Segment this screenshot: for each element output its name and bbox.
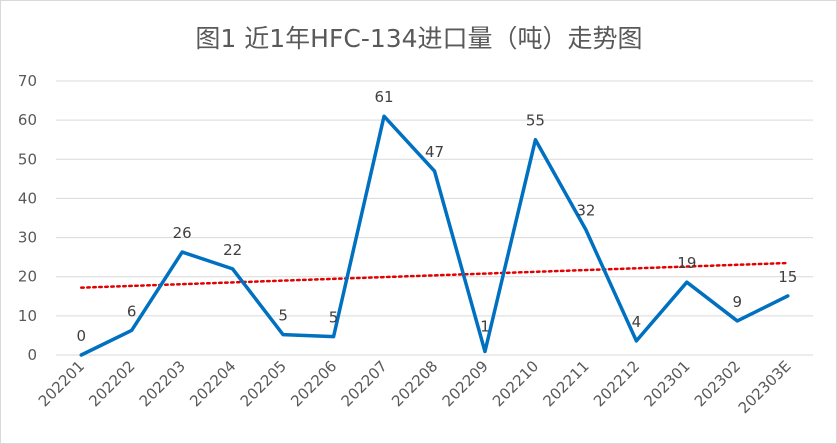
series-layer — [79, 114, 790, 357]
data-label: 6 — [127, 302, 137, 320]
data-label: 4 — [632, 313, 642, 331]
y-axis: 0 10 20 30 40 50 60 70 — [18, 72, 37, 364]
x-tick-label: 202205 — [237, 357, 290, 410]
data-label: 26 — [173, 224, 192, 242]
data-label: 15 — [778, 268, 797, 286]
x-tick-label: 202209 — [439, 357, 492, 410]
x-tick-label: 202212 — [590, 357, 643, 410]
x-axis: 2022012022022022032022042022052022062022… — [35, 357, 795, 417]
data-label: 9 — [733, 293, 743, 311]
x-tick-label: 202211 — [540, 357, 593, 410]
series-line — [79, 114, 790, 357]
y-tick-label: 30 — [18, 229, 37, 247]
x-tick-label: 202301 — [640, 357, 693, 410]
trendline — [79, 261, 790, 289]
y-tick-label: 20 — [18, 268, 37, 286]
x-tick-label: 202303E — [735, 357, 795, 417]
gridlines — [56, 80, 813, 356]
y-tick-label: 50 — [18, 150, 37, 168]
x-tick-label: 202210 — [489, 357, 542, 410]
data-label: 1 — [480, 317, 490, 335]
data-label: 22 — [223, 241, 242, 259]
y-tick-label: 40 — [18, 189, 37, 207]
data-label: 32 — [576, 202, 595, 220]
x-tick-label: 202208 — [388, 357, 441, 410]
data-label: 61 — [374, 88, 393, 106]
x-tick-label: 202201 — [35, 357, 88, 410]
x-tick-label: 202206 — [287, 357, 340, 410]
x-tick-label: 202207 — [338, 357, 391, 410]
x-tick-label: 202204 — [186, 357, 239, 410]
x-tick-label: 202202 — [85, 357, 138, 410]
data-label: 19 — [677, 254, 696, 272]
data-label: 0 — [76, 327, 86, 345]
y-tick-label: 10 — [18, 307, 37, 325]
x-tick-label: 202203 — [136, 357, 189, 410]
data-label: 5 — [329, 309, 339, 327]
data-label: 47 — [425, 143, 444, 161]
data-label: 5 — [278, 307, 288, 325]
y-tick-label: 70 — [18, 72, 37, 90]
y-tick-label: 0 — [27, 346, 37, 364]
y-tick-label: 60 — [18, 111, 37, 129]
data-label: 55 — [526, 112, 545, 130]
trendline-layer — [79, 261, 790, 289]
chart-title: 图1 近1年HFC-134进口量（吨）走势图 — [195, 24, 642, 53]
